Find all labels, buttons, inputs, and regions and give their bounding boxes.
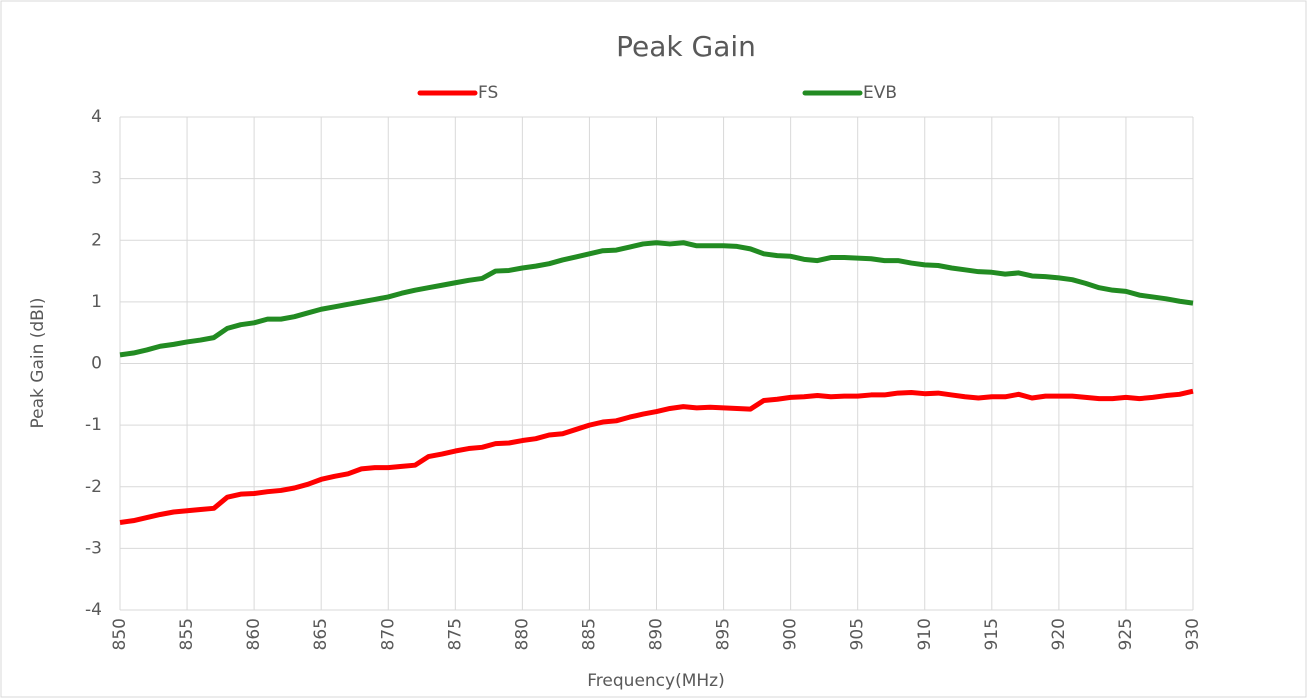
- y-tick-label: 1: [91, 292, 102, 312]
- x-tick-label: 915: [982, 618, 1002, 650]
- legend-label: FS: [478, 83, 498, 103]
- x-tick-label: 870: [378, 618, 398, 650]
- x-tick-label: 905: [848, 618, 868, 650]
- line-series: [119, 240, 1194, 358]
- y-tick-label: 3: [91, 169, 102, 189]
- y-tick-label: -3: [85, 538, 102, 558]
- x-tick-label: 850: [110, 618, 130, 650]
- y-tick-label: 0: [91, 354, 102, 374]
- x-tick-label: 920: [1049, 618, 1069, 650]
- line-series: [119, 388, 1194, 525]
- x-tick-label: 890: [647, 618, 667, 650]
- x-tick-label: 885: [579, 618, 599, 650]
- y-tick-label: -4: [85, 600, 102, 620]
- x-tick-label: 860: [244, 618, 264, 650]
- y-tick-label: 4: [91, 107, 102, 127]
- chart-title: Peak Gain: [616, 30, 756, 63]
- x-tick-label: 895: [714, 618, 734, 650]
- y-tick-label: -2: [85, 477, 102, 497]
- x-tick-label: 875: [445, 618, 465, 650]
- x-tick-label: 900: [781, 618, 801, 650]
- legend-label: EVB: [863, 83, 897, 103]
- y-tick-label: -1: [85, 415, 102, 435]
- x-tick-label: 855: [177, 618, 197, 650]
- x-tick-label: 910: [915, 618, 935, 650]
- x-tick-label: 880: [512, 618, 532, 650]
- y-axis-label: Peak Gain (dBI): [28, 298, 48, 429]
- x-axis-label: Frequency(MHz): [587, 671, 724, 691]
- x-tick-label: 865: [311, 618, 331, 650]
- x-tick-label: 930: [1183, 618, 1203, 650]
- y-tick-label: 2: [91, 230, 102, 250]
- x-tick-label: 925: [1116, 618, 1136, 650]
